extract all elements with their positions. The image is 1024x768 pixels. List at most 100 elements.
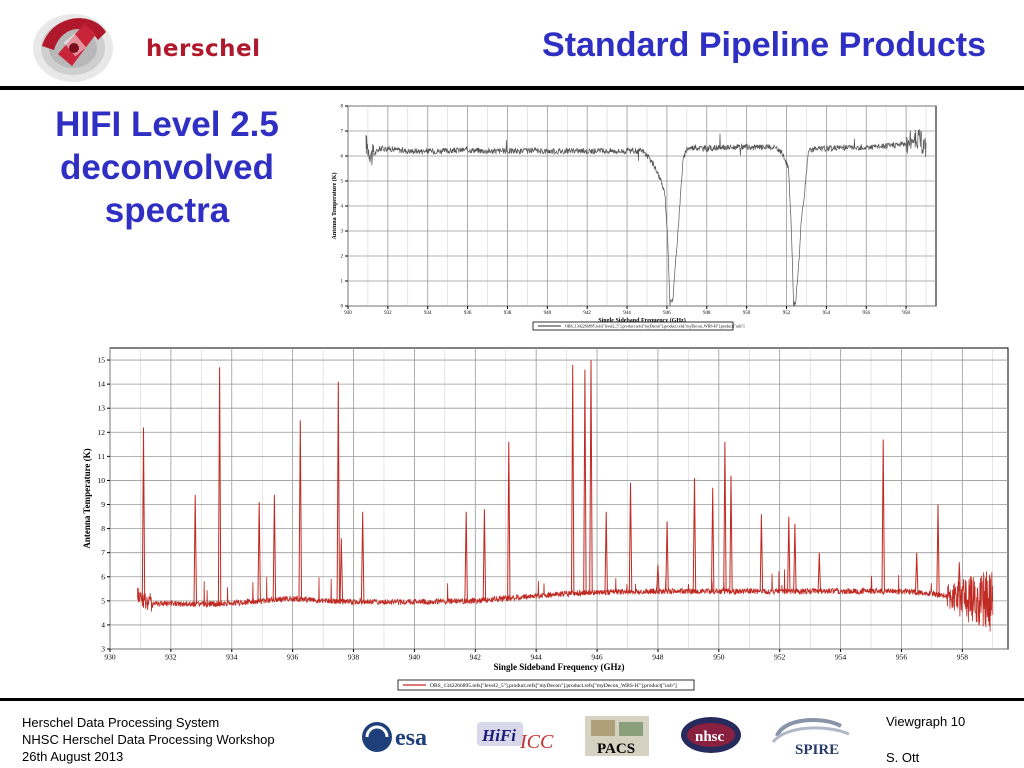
chart-1-peak-point <box>881 439 885 592</box>
chart-1-peak-point <box>957 562 961 599</box>
chart-1-y-tick-label: 13 <box>98 404 106 413</box>
chart-0-x-tick-label: 958 <box>902 311 910 316</box>
chart-1-peak-point <box>507 441 511 599</box>
chart-1-peak-point <box>339 538 344 602</box>
chart-0-y-tick-label: 6 <box>341 155 344 160</box>
chart-1-y-tick-label: 14 <box>98 380 106 389</box>
chart-0-series-line <box>365 128 927 307</box>
slide-title: Standard Pipeline Products <box>542 26 986 64</box>
spire-logo-icon: SPIRE <box>771 718 850 758</box>
chart-1-peak-point <box>217 367 222 604</box>
chart-1-peak-point <box>915 552 919 593</box>
author-name: S. Ott <box>886 750 920 765</box>
chart-1-peak-point <box>141 427 146 601</box>
chart-1-peak-point <box>692 477 697 592</box>
pacs-logo-text: PACS <box>597 741 635 757</box>
icc-logo-text: ICC <box>519 731 554 753</box>
chart-0-x-tick-label: 932 <box>384 311 392 316</box>
chart-1-peak-point <box>759 514 764 592</box>
subtitle-line-3: spectra <box>104 191 230 230</box>
chart-0-y-tick-label: 3 <box>341 230 344 235</box>
chart-1-y-tick-label: 3 <box>101 645 105 654</box>
chart-1-x-axis-label: Single Sideband Frequency (GHz) <box>493 662 624 672</box>
footer-right: Viewgraph 10 S. Ott <box>886 714 966 765</box>
chart-1-x-tick-label: 948 <box>652 653 664 662</box>
chart-1-peak-point <box>787 516 791 592</box>
chart-0-y-tick-label: 0 <box>341 305 344 310</box>
footer-line-1: Herschel Data Processing System <box>22 715 220 730</box>
viewgraph-number: Viewgraph 10 <box>886 714 966 729</box>
header-divider <box>0 86 1024 90</box>
chart-0-y-tick-label: 8 <box>341 105 344 110</box>
chart-0-y-tick-label: 4 <box>341 205 344 210</box>
chart-0-y-tick-label: 2 <box>341 255 344 260</box>
chart-0-y-tick-label: 7 <box>341 130 344 135</box>
chart-0-x-tick-label: 938 <box>504 311 512 316</box>
chart-1-peak-point <box>257 502 261 602</box>
chart-0-y-tick-label: 1 <box>341 280 344 285</box>
chart-1-x-tick-label: 934 <box>226 653 238 662</box>
chart-1-legend: OBS_1342266895.refs["level2_5"].product.… <box>397 679 695 691</box>
subtitle-line-2: deconvolved <box>60 148 274 187</box>
chart-1-x-tick-label: 942 <box>470 653 482 662</box>
chart-0-x-tick-label: 946 <box>663 311 671 316</box>
chart-1-peak-point <box>628 482 633 592</box>
bottom-spectrum-chart: 3 4 5 6 7 8 9 10 11 12 13 14 15 930 932 934 936 938 940 942… <box>82 347 1009 691</box>
chart-1-x-tick-label: 954 <box>835 653 847 662</box>
chart-1-x-tick-label: 930 <box>104 653 116 662</box>
chart-1-peak-point <box>604 511 608 593</box>
chart-1-x-tick-label: 958 <box>957 653 969 662</box>
top-spectrum-chart: 0 1 2 3 4 5 6 7 8 930 932 934 936 938 940 942 944 946 948 9… <box>331 105 937 331</box>
chart-1-peak-point <box>272 494 277 600</box>
chart-1-y-tick-label: 8 <box>101 524 105 533</box>
chart-1-y-tick-label: 4 <box>101 620 105 629</box>
nhsc-logo-icon: nhsc <box>681 717 741 753</box>
chart-1-peak-point <box>723 441 727 592</box>
pacs-logo-icon: PACS <box>585 716 649 757</box>
subtitle-line-1: HIFI Level 2.5 <box>55 105 279 144</box>
chart-1-x-tick-label: 946 <box>591 653 603 662</box>
chart-1-peak-point <box>656 564 660 592</box>
chart-1-peak-point <box>571 364 575 594</box>
slide-subtitle: HIFI Level 2.5 deconvolved spectra <box>22 103 312 232</box>
chart-0-grid <box>345 105 936 309</box>
chart-0-x-tick-label: 944 <box>623 311 631 316</box>
chart-0-y-tick-label: 5 <box>341 180 344 185</box>
chart-1-y-tick-label: 12 <box>98 428 106 437</box>
spire-logo-text: SPIRE <box>795 742 839 758</box>
chart-0-x-tick-label: 936 <box>464 311 472 316</box>
chart-1-peak-point <box>589 359 593 593</box>
chart-1-series-line <box>137 569 994 632</box>
chart-1-peak-point <box>298 420 302 600</box>
chart-0-x-tick-label: 930 <box>344 311 352 316</box>
chart-1-x-tick-label: 940 <box>409 653 421 662</box>
chart-0-x-tick-label: 954 <box>823 311 831 316</box>
esa-logo-text: esa <box>395 725 427 751</box>
chart-1-peak-point <box>711 487 715 592</box>
chart-1-peak-point <box>583 369 587 593</box>
chart-1-peak-point <box>936 504 940 595</box>
herschel-emblem-icon <box>33 14 113 82</box>
chart-1-y-tick-label: 10 <box>98 476 106 485</box>
chart-1-y-tick-label: 5 <box>101 596 105 605</box>
chart-1-x-tick-label: 956 <box>896 653 908 662</box>
chart-0-legend-label: OBS_1342266895.refs["level2_5"].product.… <box>565 323 745 328</box>
chart-1-peak-point <box>729 475 733 592</box>
chart-0-x-axis-label: Single Sideband Frequency (GHz) <box>598 317 685 324</box>
chart-1-peak-point <box>193 494 197 605</box>
chart-1-peak-point <box>793 523 797 592</box>
chart-1-x-tick-label: 932 <box>165 653 177 662</box>
chart-1-y-axis-label: Antenna Temperature (K) <box>82 448 92 548</box>
chart-1-peaks <box>141 359 961 605</box>
footer-line-3: 26th August 2013 <box>22 749 124 764</box>
herschel-logo-text: herschel <box>146 36 261 62</box>
chart-0-x-tick-label: 950 <box>743 311 751 316</box>
hifi-icc-logo-icon: HiFi ICC <box>477 722 554 753</box>
footer-divider <box>0 698 1024 701</box>
chart-0-x-tick-label: 940 <box>544 311 552 316</box>
chart-1-y-tick-label: 9 <box>101 500 105 509</box>
chart-1-y-tick-label: 11 <box>98 452 105 461</box>
nhsc-logo-text: nhsc <box>695 729 725 745</box>
chart-1-legend-label: OBS_1342266895.refs["level2_5"].product.… <box>430 682 677 689</box>
chart-1-y-tick-label: 7 <box>101 548 105 557</box>
